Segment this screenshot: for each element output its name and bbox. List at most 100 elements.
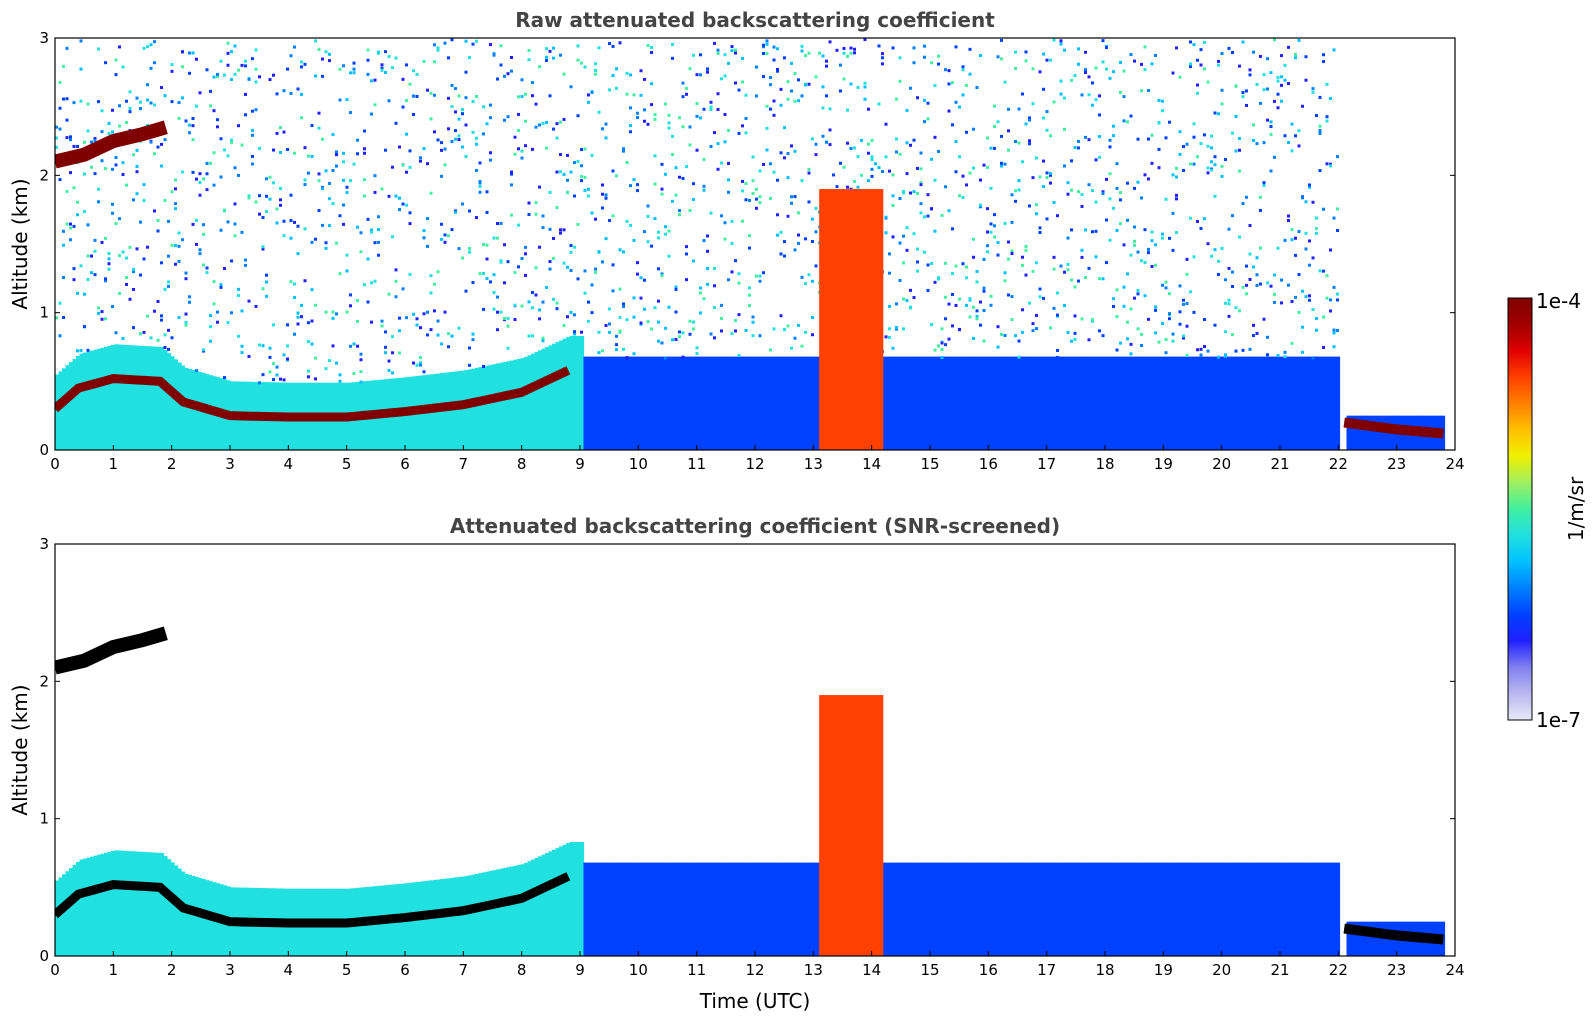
noise-speck bbox=[597, 250, 601, 254]
aerosol-column bbox=[1168, 862, 1173, 956]
aerosol-column bbox=[895, 862, 900, 956]
noise-speck bbox=[730, 49, 734, 53]
noise-speck bbox=[1332, 285, 1336, 289]
noise-speck bbox=[1056, 291, 1059, 295]
noise-speck bbox=[163, 94, 167, 98]
noise-speck bbox=[398, 145, 401, 149]
noise-speck bbox=[97, 200, 100, 204]
aerosol-column bbox=[622, 862, 627, 956]
noise-speck bbox=[597, 110, 601, 114]
noise-speck bbox=[205, 188, 209, 192]
noise-speck bbox=[538, 308, 541, 312]
aerosol-column bbox=[499, 362, 504, 450]
noise-speck bbox=[135, 170, 139, 174]
aerosol-column bbox=[786, 862, 791, 956]
noise-speck bbox=[636, 183, 639, 187]
noise-speck bbox=[177, 231, 181, 235]
noise-speck bbox=[671, 42, 674, 46]
noise-speck bbox=[86, 254, 90, 258]
noise-speck bbox=[811, 217, 814, 221]
noise-speck bbox=[594, 72, 597, 76]
noise-speck bbox=[1308, 185, 1311, 189]
noise-speck bbox=[730, 270, 734, 274]
aerosol-column bbox=[643, 862, 648, 956]
noise-speck bbox=[1304, 295, 1308, 299]
noise-speck bbox=[706, 267, 709, 271]
aerosol-column bbox=[1115, 862, 1120, 956]
noise-speck bbox=[751, 334, 755, 338]
noise-speck bbox=[174, 178, 177, 182]
noise-speck bbox=[979, 323, 982, 327]
noise-speck bbox=[1000, 134, 1003, 138]
aerosol-column bbox=[1308, 356, 1313, 450]
noise-speck bbox=[1143, 261, 1147, 265]
aerosol-column bbox=[555, 848, 560, 956]
noise-speck bbox=[776, 233, 779, 237]
noise-speck bbox=[237, 124, 240, 128]
noise-speck bbox=[499, 259, 503, 263]
aerosol-column bbox=[90, 856, 95, 956]
noise-speck bbox=[62, 276, 65, 280]
aerosol-column bbox=[1154, 862, 1159, 956]
noise-speck bbox=[261, 247, 265, 251]
noise-speck bbox=[762, 75, 765, 79]
noise-speck bbox=[1140, 259, 1143, 263]
noise-speck bbox=[674, 337, 678, 341]
noise-speck bbox=[506, 346, 510, 350]
noise-speck bbox=[527, 334, 531, 338]
aerosol-column bbox=[790, 862, 795, 956]
aerosol-column bbox=[657, 356, 662, 450]
noise-speck bbox=[121, 250, 125, 254]
aerosol-column bbox=[538, 856, 543, 956]
aerosol-column bbox=[695, 862, 700, 956]
aerosol-column bbox=[1364, 921, 1369, 956]
noise-speck bbox=[1290, 122, 1294, 126]
aerosol-column bbox=[807, 862, 812, 956]
x-tick-label: 9 bbox=[575, 455, 585, 473]
noise-speck bbox=[258, 194, 261, 198]
noise-speck bbox=[233, 72, 237, 76]
noise-speck bbox=[153, 309, 156, 313]
noise-speck bbox=[944, 317, 947, 321]
noise-speck bbox=[1045, 175, 1049, 179]
noise-speck bbox=[926, 117, 930, 121]
noise-speck bbox=[1168, 120, 1171, 124]
noise-speck bbox=[506, 72, 510, 76]
noise-speck bbox=[1255, 82, 1259, 86]
noise-speck bbox=[177, 101, 181, 105]
aerosol-column bbox=[531, 859, 536, 956]
noise-speck bbox=[996, 345, 1000, 349]
noise-speck bbox=[527, 300, 531, 304]
noise-speck bbox=[447, 96, 450, 100]
noise-speck bbox=[205, 172, 209, 176]
noise-speck bbox=[181, 238, 184, 242]
noise-speck bbox=[1297, 129, 1301, 133]
aerosol-column bbox=[1329, 862, 1334, 956]
noise-speck bbox=[793, 72, 797, 76]
noise-speck bbox=[258, 212, 261, 216]
noise-speck bbox=[863, 85, 867, 89]
aerosol-column bbox=[594, 862, 599, 956]
noise-speck bbox=[401, 77, 405, 81]
x-tick-label: 22 bbox=[1329, 961, 1348, 979]
noise-speck bbox=[667, 254, 671, 258]
noise-speck bbox=[1010, 295, 1014, 299]
noise-speck bbox=[1276, 75, 1280, 79]
noise-speck bbox=[597, 46, 601, 50]
noise-speck bbox=[440, 342, 443, 346]
noise-speck bbox=[1119, 222, 1122, 226]
aerosol-column bbox=[1052, 356, 1057, 450]
noise-speck bbox=[132, 270, 135, 274]
noise-speck bbox=[1112, 206, 1115, 210]
noise-speck bbox=[895, 302, 898, 306]
noise-speck bbox=[1283, 63, 1287, 67]
noise-speck bbox=[349, 293, 352, 297]
noise-speck bbox=[128, 106, 132, 110]
noise-speck bbox=[146, 98, 149, 102]
noise-speck bbox=[1192, 135, 1196, 139]
noise-speck bbox=[1329, 298, 1332, 302]
noise-speck bbox=[706, 67, 709, 71]
noise-speck bbox=[415, 317, 419, 321]
noise-speck bbox=[713, 41, 716, 45]
noise-speck bbox=[1157, 121, 1161, 125]
